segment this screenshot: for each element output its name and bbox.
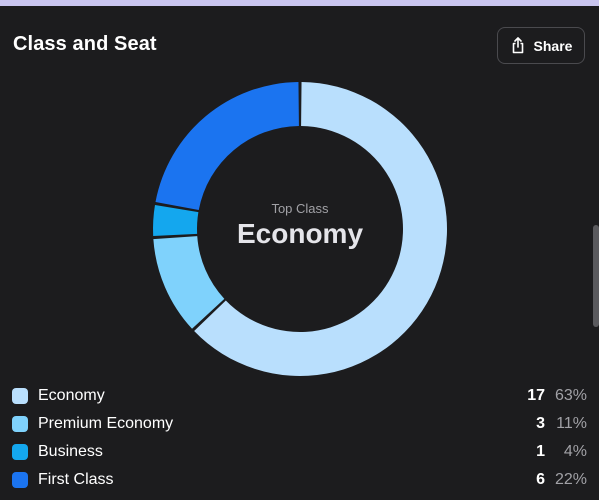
donut-center-value: Economy bbox=[236, 218, 364, 249]
class-donut-chart bbox=[153, 82, 447, 376]
scrollbar-thumb[interactable] bbox=[593, 225, 599, 327]
share-button[interactable]: Share bbox=[497, 27, 585, 64]
donut-slice-first-class bbox=[155, 82, 299, 211]
legend-item: Business 1 4% bbox=[12, 438, 587, 466]
legend-percent: 4% bbox=[563, 443, 587, 460]
legend-percent: 22% bbox=[554, 471, 587, 488]
legend-swatch bbox=[12, 388, 28, 404]
legend-item: Economy 17 63% bbox=[12, 382, 587, 410]
legend-count: 6 bbox=[536, 471, 545, 488]
donut-slice-premium-economy bbox=[153, 236, 225, 329]
card-title: Class and Seat bbox=[13, 33, 157, 55]
legend-percent: 11% bbox=[556, 415, 587, 432]
share-button-label: Share bbox=[533, 37, 573, 54]
legend-count: 1 bbox=[536, 443, 545, 460]
legend-count: 3 bbox=[536, 415, 545, 432]
legend-percent: 63% bbox=[554, 387, 587, 404]
legend-name: First Class bbox=[38, 471, 114, 488]
legend-swatch bbox=[12, 444, 28, 460]
donut-center-label: Top Class bbox=[271, 201, 329, 216]
legend-count: 17 bbox=[527, 387, 545, 404]
window-top-strip bbox=[0, 0, 599, 6]
class-and-seat-card: Class and Seat Share Top Class Economy E… bbox=[0, 6, 599, 500]
legend-item: First Class 6 22% bbox=[12, 466, 587, 494]
share-icon bbox=[510, 37, 526, 54]
legend-name: Business bbox=[38, 443, 103, 460]
donut-slice-economy bbox=[194, 82, 447, 376]
legend-swatch bbox=[12, 416, 28, 432]
chart-legend: Economy 17 63% Premium Economy 3 11% Business 1… bbox=[12, 382, 587, 494]
legend-swatch bbox=[12, 472, 28, 488]
legend-name: Economy bbox=[38, 387, 105, 404]
legend-name: Premium Economy bbox=[38, 415, 174, 432]
legend-item: Premium Economy 3 11% bbox=[12, 410, 587, 438]
donut-slice-business bbox=[153, 204, 199, 237]
